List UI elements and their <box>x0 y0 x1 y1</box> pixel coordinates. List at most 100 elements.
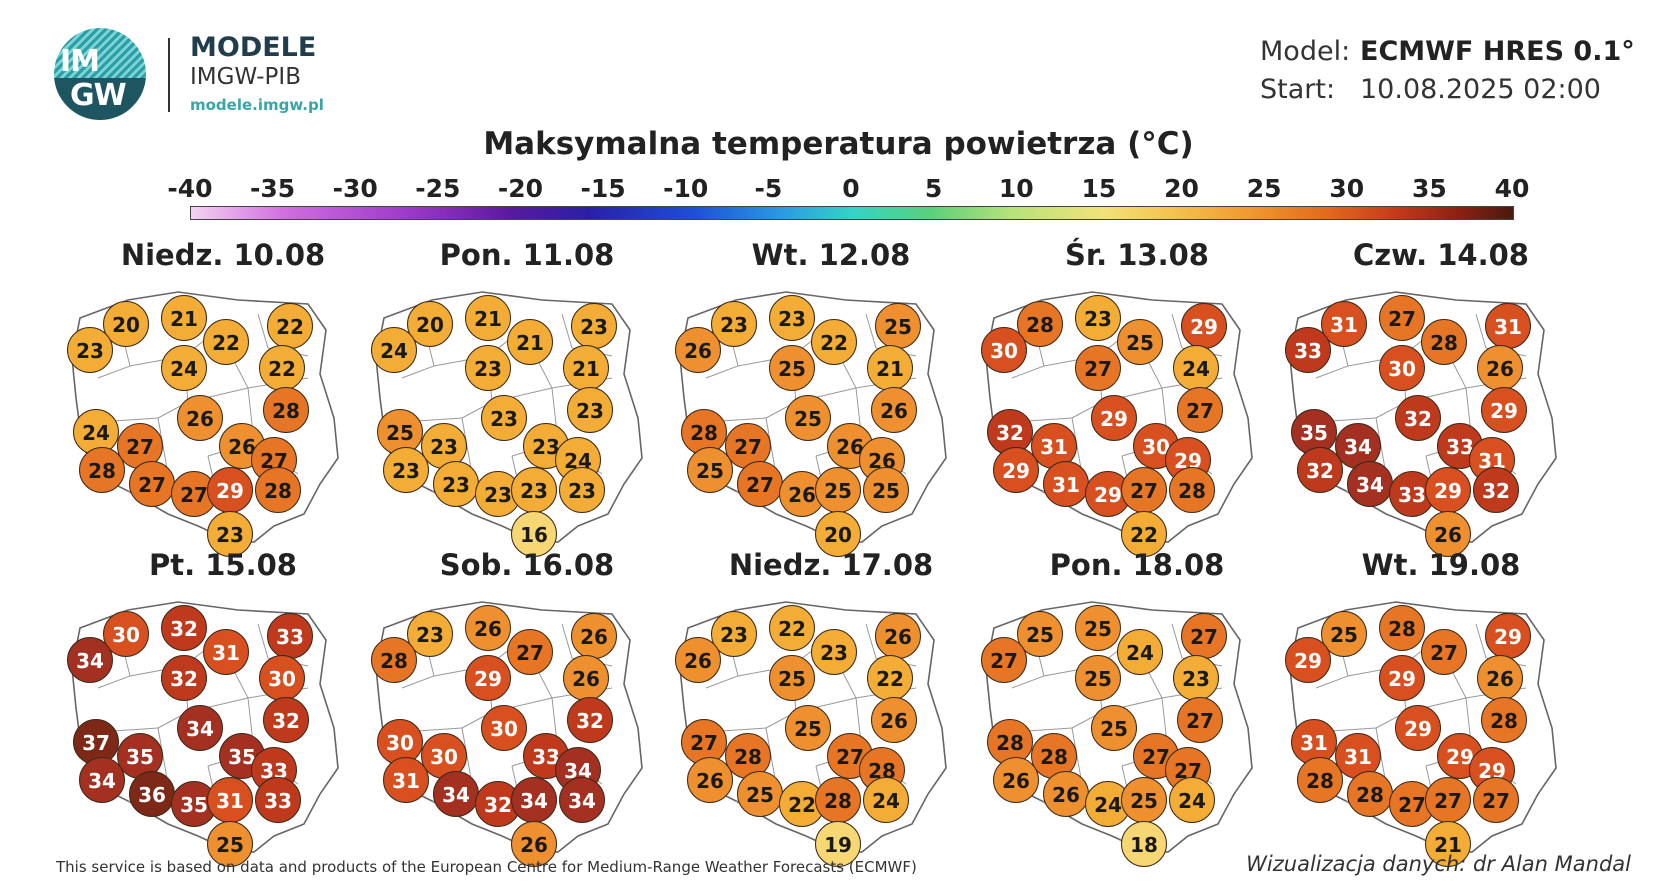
temperature-bubble: 27 <box>129 461 175 507</box>
scale-tick-label: -25 <box>415 174 461 203</box>
temperature-bubble: 21 <box>563 345 609 391</box>
temperature-bubble: 21 <box>507 319 553 365</box>
temperature-bubble: 23 <box>407 611 453 657</box>
day-panel: Wt. 19.08 25 28 27 29 29 29 26 28 31 31 29 29 29 28 28 2… <box>1276 548 1606 867</box>
temperature-bubble: 34 <box>1347 461 1393 507</box>
temperature-bubble: 21 <box>465 295 511 341</box>
day-panel: Śr. 13.08 28 23 25 29 30 27 24 27 32 31 29 30 29 29 31 2… <box>972 238 1302 557</box>
model-label: Model: <box>1260 36 1351 67</box>
temperature-bubble: 27 <box>1177 387 1223 433</box>
scale-tick-label: -15 <box>580 174 626 203</box>
temperature-bubble: 32 <box>1395 395 1441 441</box>
temperature-bubble: 25 <box>687 447 733 493</box>
temperature-bubble: 23 <box>811 629 857 675</box>
scale-tick-label: -20 <box>497 174 544 203</box>
temperature-bubble: 22 <box>769 605 815 651</box>
temperature-bubble: 34 <box>67 637 113 683</box>
temperature-bubble: 24 <box>863 777 909 823</box>
temperature-bubble: 25 <box>785 705 831 751</box>
temperature-bubble: 19 <box>815 821 861 867</box>
temperature-bubble: 25 <box>1117 319 1163 365</box>
temperature-bubble: 27 <box>737 461 783 507</box>
temperature-bubble: 30 <box>259 655 305 701</box>
temperature-bubble: 24 <box>1169 777 1215 823</box>
temperature-bubble: 23 <box>383 447 429 493</box>
temperature-bubble: 28 <box>1297 757 1343 803</box>
day-panel: Pon. 11.08 20 21 21 23 24 23 21 23 25 23 23 23 24 23 23… <box>362 238 692 557</box>
temperature-bubble: 30 <box>481 705 527 751</box>
temperature-bubble: 25 <box>1075 605 1121 651</box>
day-panel: Wt. 12.08 23 23 22 25 26 25 21 26 28 27 25 26 26 25 27 2… <box>666 238 996 557</box>
temperature-bubble: 20 <box>815 511 861 557</box>
temperature-bubble: 23 <box>567 387 613 433</box>
temperature-bubble: 29 <box>1181 303 1227 349</box>
temperature-bubble: 26 <box>1477 345 1523 391</box>
day-title: Wt. 19.08 <box>1361 548 1521 582</box>
temperature-bubble: 26 <box>871 697 917 743</box>
temperature-bubble: 26 <box>1043 771 1089 817</box>
scale-tick-label: -10 <box>663 174 709 203</box>
temperature-bubble: 26 <box>177 395 223 441</box>
temperature-bubble: 32 <box>161 605 207 651</box>
temperature-bubble: 25 <box>769 345 815 391</box>
brand-url-link[interactable]: modele.imgw.pl <box>190 96 324 114</box>
scale-tick-label: 35 <box>1411 174 1447 203</box>
temperature-bubble: 25 <box>875 303 921 349</box>
temperature-bubble: 23 <box>465 345 511 391</box>
temperature-bubble: 27 <box>1177 697 1223 743</box>
temperature-bubble: 26 <box>687 757 733 803</box>
temperature-bubble: 26 <box>1425 511 1471 557</box>
day-title: Czw. 14.08 <box>1353 238 1529 272</box>
temperature-bubble: 32 <box>1297 447 1343 493</box>
start-label: Start: <box>1260 74 1336 105</box>
temperature-bubble: 27 <box>1379 295 1425 341</box>
temperature-bubble: 34 <box>559 777 605 823</box>
temperature-bubble: 23 <box>481 395 527 441</box>
temperature-bubble: 21 <box>161 295 207 341</box>
logo-band <box>54 78 146 120</box>
scale-tick-label: -40 <box>167 174 213 203</box>
temperature-bubble: 26 <box>511 821 557 867</box>
brand-name: MODELE <box>190 32 317 63</box>
temperature-bubble: 22 <box>867 655 913 701</box>
logo-text-bottom: GW <box>70 78 127 113</box>
brand-org: IMGW-PIB <box>190 64 301 90</box>
temperature-bubble: 18 <box>1121 821 1167 867</box>
temperature-bubble: 29 <box>993 447 1039 493</box>
temperature-bubble: 26 <box>871 387 917 433</box>
map-title: Maksymalna temperatura powietrza (°C) <box>483 126 1194 162</box>
temperature-bubble: 30 <box>1379 345 1425 391</box>
temperature-bubble: 26 <box>993 757 1039 803</box>
day-panel: Sob. 16.08 23 26 27 26 28 29 26 32 30 30 30 33 34 31 34… <box>362 548 692 867</box>
temperature-bubble: 27 <box>1075 345 1121 391</box>
temperature-bubble: 26 <box>563 655 609 701</box>
temperature-bubble: 29 <box>1437 733 1483 779</box>
temperature-bubble: 23 <box>559 467 605 513</box>
day-panel: Pon. 18.08 25 25 24 27 27 25 23 27 28 28 25 27 27 26 26… <box>972 548 1302 867</box>
temperature-bubble: 23 <box>67 327 113 373</box>
day-panel: Niedz. 17.08 23 22 23 26 26 25 22 26 27 28 25 27 28 26… <box>666 548 996 867</box>
temperature-bubble: 31 <box>383 757 429 803</box>
temperature-bubble: 22 <box>1121 511 1167 557</box>
temperature-bubble: 27 <box>1421 629 1467 675</box>
temperature-bubble: 32 <box>987 409 1033 455</box>
temperature-bubble: 26 <box>675 327 721 373</box>
temperature-bubble: 28 <box>815 777 861 823</box>
temperature-bubble: 23 <box>207 511 253 557</box>
temperature-bubble: 25 <box>815 467 861 513</box>
temperature-bubble: 33 <box>267 613 313 659</box>
temperature-bubble: 24 <box>161 345 207 391</box>
temperature-bubble: 27 <box>981 637 1027 683</box>
temperature-bubble: 27 <box>1425 777 1471 823</box>
temperature-bubble: 22 <box>779 781 825 827</box>
scale-tick-label: 15 <box>1081 174 1117 203</box>
day-panel: Czw. 14.08 31 27 28 31 33 30 26 29 35 34 32 33 31 32 34… <box>1276 238 1606 557</box>
day-title: Śr. 13.08 <box>1065 238 1209 272</box>
day-title: Pon. 11.08 <box>439 238 615 272</box>
temperature-bubble: 32 <box>567 697 613 743</box>
temperature-bubble: 25 <box>1091 705 1137 751</box>
temperature-bubble: 27 <box>1473 777 1519 823</box>
temperature-bubble: 29 <box>1091 395 1137 441</box>
temperature-bubble: 31 <box>203 629 249 675</box>
temperature-bubble: 31 <box>1485 303 1531 349</box>
